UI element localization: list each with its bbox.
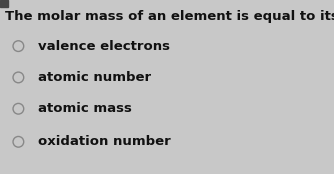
- Ellipse shape: [13, 103, 24, 114]
- Ellipse shape: [13, 136, 24, 147]
- Text: The molar mass of an element is equal to its...: The molar mass of an element is equal to…: [5, 10, 334, 23]
- Text: valence electrons: valence electrons: [38, 40, 170, 53]
- Ellipse shape: [13, 72, 24, 83]
- Text: atomic mass: atomic mass: [38, 102, 132, 115]
- Ellipse shape: [13, 41, 24, 52]
- Bar: [0, 0, 8, 7]
- Text: oxidation number: oxidation number: [38, 135, 171, 148]
- Text: atomic number: atomic number: [38, 71, 152, 84]
